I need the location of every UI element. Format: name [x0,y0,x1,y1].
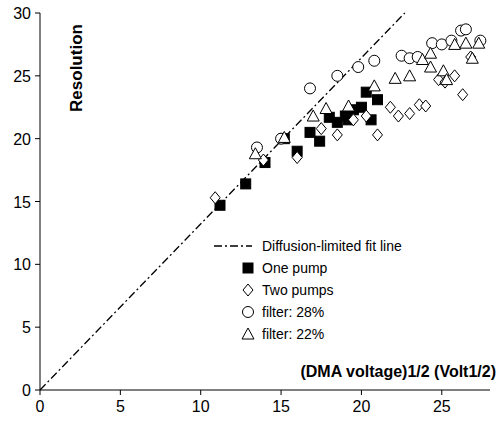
point [320,103,332,114]
plot-area [40,13,486,390]
y-tick [35,75,40,76]
legend-marker [243,263,253,273]
point [368,80,380,91]
point [449,38,461,49]
legend-label: One pump [262,260,328,276]
y-tick-label: 10 [13,256,31,273]
x-tick-label: 10 [192,398,210,415]
x-tick [200,390,201,395]
point [305,83,316,94]
point [425,61,437,72]
point [389,72,401,83]
y-tick [35,327,40,328]
point [421,100,431,112]
point [404,70,416,81]
fit-line [40,13,405,390]
x-tick [40,390,41,395]
y-axis-label: Resolution [67,24,86,112]
point [305,127,315,137]
point [385,101,395,113]
point [460,24,471,35]
point [369,55,380,66]
point [373,95,383,105]
point [292,152,302,164]
point [393,110,403,122]
legend-marker [242,328,254,339]
legend-label: Two pumps [262,282,334,298]
point [460,37,472,48]
point [343,100,355,111]
point [316,123,326,135]
point [278,131,290,142]
point [353,62,364,73]
point [241,179,251,189]
legend-label: Diffusion-limited fit line [262,238,402,254]
y-tick-label: 5 [22,319,31,336]
legend-marker [243,307,254,318]
x-axis [40,390,490,391]
point [315,136,325,146]
y-tick [35,201,40,202]
point [458,89,468,101]
point [473,37,485,48]
point [307,110,319,121]
legend-line [214,245,252,246]
point [348,114,358,126]
y-tick [35,138,40,139]
point [249,148,261,159]
point [450,70,460,82]
y-tick-label: 15 [13,194,31,211]
point [332,70,343,81]
y-tick [35,390,40,391]
point [441,74,453,85]
x-tick [441,390,442,395]
legend-label: filter: 22% [262,326,324,342]
point [356,102,366,112]
point [405,108,415,120]
y-tick-label: 0 [22,382,31,399]
y-tick [35,264,40,265]
x-tick [281,390,282,395]
x-tick-label: 20 [353,398,371,415]
y-tick [35,13,40,14]
point [332,129,342,141]
legend-label: filter: 28% [262,304,324,320]
x-tick-label: 15 [272,398,290,415]
point [361,110,371,122]
x-tick [361,390,362,395]
x-tick-label: 0 [36,398,45,415]
point [466,52,478,63]
x-tick-label: 5 [116,398,125,415]
y-tick-label: 20 [13,131,31,148]
point [373,129,383,141]
chart: 0 5 10 15 20 25 0 5 10 15 20 25 30 Resolution (DMA vol… [0,0,500,429]
x-tick-label: 25 [433,398,451,415]
point [437,65,449,76]
point [210,192,220,204]
y-tick-label: 30 [13,5,31,22]
y-tick-label: 25 [13,68,31,85]
x-axis-label: (DMA voltage)1/2 (Volt1/2) [300,363,496,380]
x-tick [120,390,121,395]
legend-marker [243,284,253,296]
point [425,47,437,58]
legend: Diffusion-limited fit line One pump Two pu… [214,238,402,342]
